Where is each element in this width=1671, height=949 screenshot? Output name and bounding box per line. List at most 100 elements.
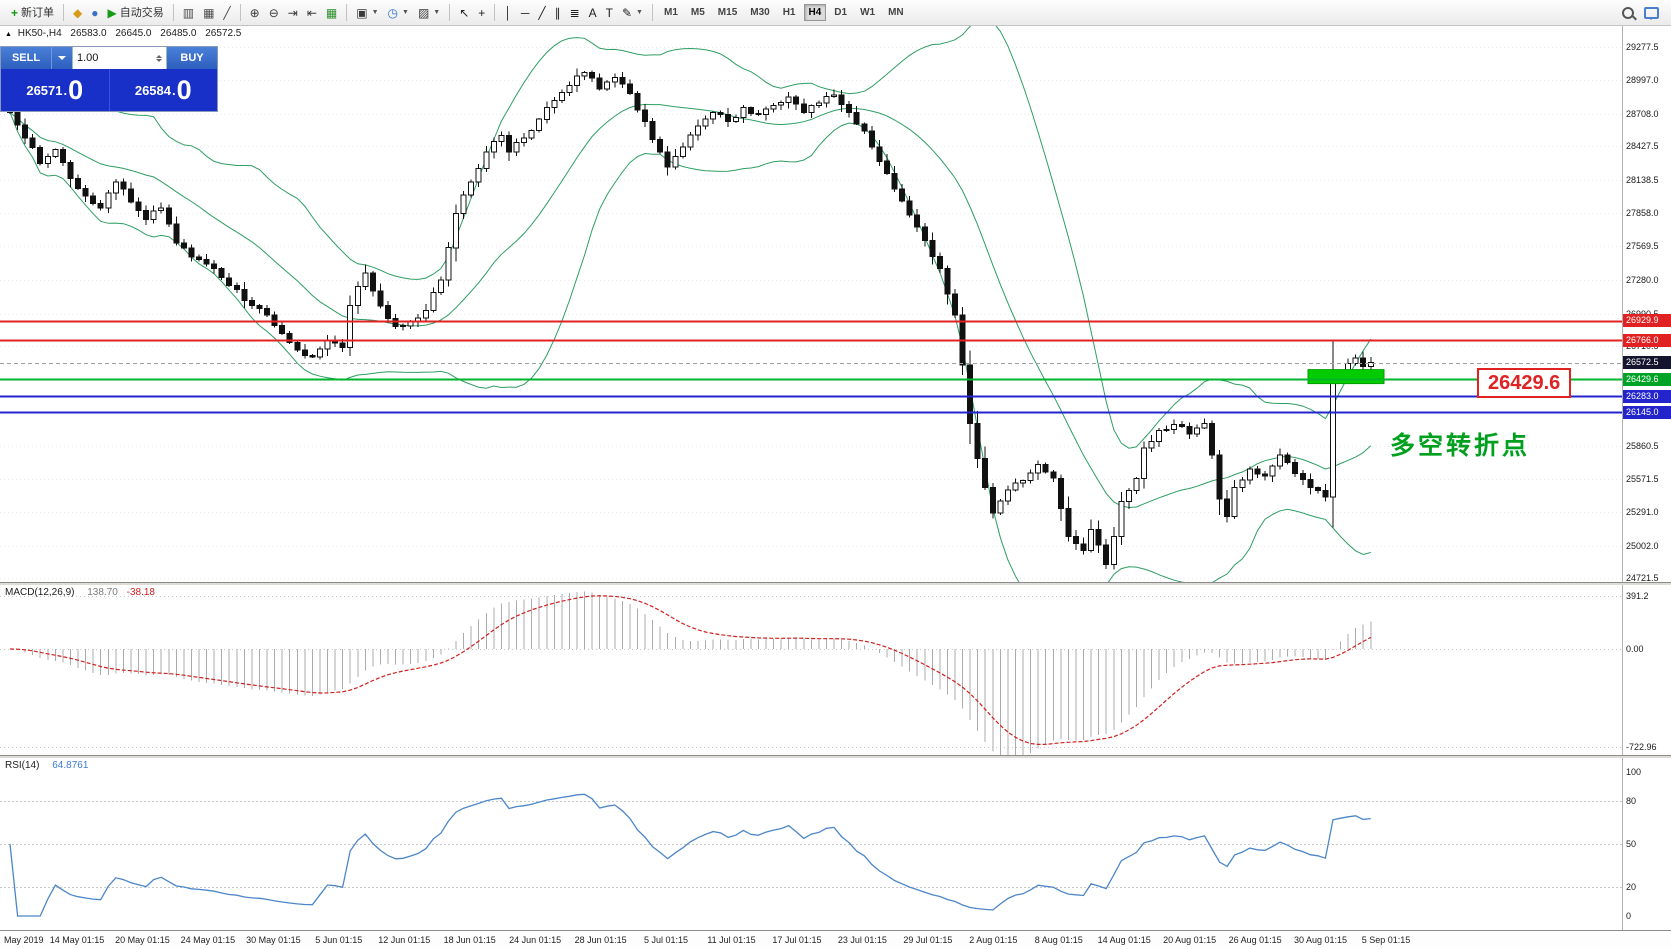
horizontal-line-icon: ─ — [520, 5, 530, 20]
templates-button[interactable]: ▨ ▼ — [414, 3, 444, 23]
timeframe-toolbar: M1 M5 M15 M30 H1 H4 D1 W1 MN — [655, 0, 913, 25]
macd-indicator-panel[interactable]: 391.2 0.00 -722.96 MACD(12,26,9) 138.70 -3… — [0, 585, 1671, 755]
price-axis[interactable]: 29277.5 28997.0 28708.0 28427.5 28138.5 27858… — [1622, 26, 1671, 582]
price-chart-panel[interactable]: 29277.5 28997.0 28708.0 28427.5 28138.5 27858… — [0, 26, 1671, 582]
sell-button[interactable]: SELL — [1, 47, 51, 69]
fibonacci-button[interactable]: ≣ — [566, 4, 584, 22]
auto-scroll-icon: ⇥ — [287, 5, 298, 20]
time-label: 17 Jul 01:15 — [772, 935, 822, 945]
macd-axis[interactable]: 391.2 0.00 -722.96 — [1622, 585, 1671, 755]
support-zone-highlight[interactable] — [1307, 369, 1385, 385]
price-callout[interactable]: 26429.6 — [1477, 368, 1572, 398]
periods-icon: ◷ — [387, 5, 399, 20]
text-button[interactable]: A — [585, 4, 601, 22]
periods-button[interactable]: ◷ ▼ — [384, 3, 413, 23]
buy-price-frac: 0 — [176, 74, 192, 105]
crosshair-button[interactable]: + — [474, 4, 489, 22]
channel-button[interactable]: ∥ — [551, 4, 565, 22]
time-label: 5 Jul 01:15 — [644, 935, 689, 945]
auto-trading-icon: ▶ — [107, 5, 117, 20]
shapes-icon: ✎ — [621, 5, 633, 20]
sell-price-int: 26571 — [26, 82, 63, 98]
time-label: 20 Aug 01:15 — [1163, 935, 1217, 945]
zoom-in-button[interactable]: ⊕ — [246, 4, 264, 22]
candlestick-chart-icon: ▦ — [203, 5, 215, 20]
time-label: 18 Jun 01:15 — [443, 935, 496, 945]
volume-input[interactable]: 1.00 — [72, 47, 167, 69]
sell-price-display[interactable]: 26571 . 0 — [1, 69, 109, 111]
grid-button[interactable]: ▦ — [322, 4, 341, 22]
time-label: 12 Jun 01:15 — [378, 935, 431, 945]
toolbar-group: ◆ ● ▶ 自动交易 — [66, 0, 171, 25]
price-tick-label: 28427.5 — [1626, 141, 1659, 152]
rsi-value: 64.8761 — [52, 760, 89, 771]
symbol-timeframe: HK50-,H4 — [17, 28, 62, 39]
auto-trading-button[interactable]: ▶ 自动交易 — [104, 3, 168, 23]
panel-splitter[interactable] — [0, 755, 1671, 758]
chart-shift-button[interactable]: ⇤ — [303, 4, 321, 22]
price-chart-plot[interactable] — [0, 26, 1623, 582]
timeframe-m30[interactable]: M30 — [750, 7, 770, 18]
symbols-icon[interactable]: ◆ — [69, 4, 86, 22]
price-tick-label: 27858.0 — [1626, 207, 1659, 218]
main-toolbar: + 新订单 ◆ ● ▶ 自动交易 ▥ ▦ ╱ ⊕ ⊖ ⇥ ⇤ ▦ ▣ ▼ ◷ ▼ ▨ ▼ ↖ + │ ─ ╱ ∥ ≣ A T ✎ ▼ M1 M5… — [0, 0, 1671, 26]
new-chart-button[interactable]: ▣ ▼ — [352, 3, 382, 23]
rsi-axis[interactable]: 100 80 50 20 0 — [1622, 758, 1671, 930]
price-tick-label: 28997.0 — [1626, 74, 1659, 85]
market-watch-icon-icon: ● — [91, 5, 99, 20]
time-label: 30 May 01:15 — [246, 935, 301, 945]
rsi-plot[interactable] — [0, 758, 1623, 930]
toolbar-group: ↖ + — [452, 0, 492, 25]
buy-price-display[interactable]: 26584 . 0 — [108, 69, 217, 111]
new-chart-icon: ▣ — [356, 5, 368, 20]
buy-button[interactable]: BUY — [167, 47, 217, 69]
rsi-tick-label: 0 — [1626, 911, 1632, 921]
bar-chart-button[interactable]: ▥ — [179, 4, 198, 22]
chevron-down-icon: ▼ — [636, 8, 643, 16]
time-axis[interactable]: May 2019 14 May 01:15 20 May 01:15 24 May 0… — [0, 930, 1671, 949]
macd-plot[interactable] — [0, 585, 1623, 755]
new-order-button[interactable]: + 新订单 — [7, 3, 58, 23]
community-icon[interactable] — [1644, 6, 1659, 20]
search-icon[interactable] — [1622, 6, 1634, 19]
vertical-line-button[interactable]: │ — [500, 4, 516, 22]
current-price-line-tag: 26572.5 — [1623, 356, 1671, 370]
timeframe-h1[interactable]: H1 — [782, 7, 796, 18]
time-label: 14 Aug 01:15 — [1097, 935, 1151, 945]
horizontal-line-button[interactable]: ─ — [517, 4, 534, 22]
time-label: 24 May 01:15 — [180, 935, 236, 945]
annotation-note[interactable]: 多空转折点 — [1390, 432, 1531, 460]
time-label: 5 Sep 01:15 — [1361, 935, 1411, 945]
price-tick-label: 25571.5 — [1626, 474, 1659, 485]
rsi-indicator-panel[interactable]: 100 80 50 20 0 RSI(14) 64.8761 — [0, 758, 1671, 930]
ohlc-high: 26645.0 — [115, 28, 152, 39]
cursor-button[interactable]: ↖ — [455, 4, 473, 22]
volume-stepper[interactable] — [156, 52, 162, 65]
timeframe-mn[interactable]: MN — [888, 7, 904, 18]
sell-price-dot: . — [63, 82, 68, 98]
symbols-icon-icon: ◆ — [73, 5, 83, 20]
timeframe-d1[interactable]: D1 — [834, 7, 848, 18]
label-button[interactable]: T — [602, 4, 617, 22]
panel-splitter[interactable] — [0, 582, 1671, 585]
timeframe-m5[interactable]: M5 — [690, 7, 705, 18]
zoom-out-button[interactable]: ⊖ — [265, 4, 283, 22]
macd-tick-label: 0.00 — [1626, 644, 1644, 654]
shapes-button[interactable]: ✎ ▼ — [618, 3, 647, 23]
line-chart-button[interactable]: ╱ — [219, 4, 234, 22]
time-label: 20 May 01:15 — [115, 935, 170, 945]
timeframe-h4[interactable]: H4 — [803, 4, 827, 21]
candlestick-chart-button[interactable]: ▦ — [199, 4, 218, 22]
text-icon: A — [588, 5, 597, 20]
price-tick-label: 29277.5 — [1626, 42, 1659, 53]
timeframe-m15[interactable]: M15 — [717, 7, 738, 18]
order-mode-dropdown[interactable] — [51, 47, 72, 69]
timeframe-m1[interactable]: M1 — [663, 7, 678, 18]
macd-name: MACD(12,26,9) — [5, 587, 75, 598]
market-watch-icon[interactable]: ● — [87, 4, 102, 22]
auto-scroll-button[interactable]: ⇥ — [284, 4, 302, 22]
timeframe-w1[interactable]: W1 — [860, 7, 876, 18]
trendline-button[interactable]: ╱ — [534, 4, 549, 22]
toolbar-group: │ ─ ╱ ∥ ≣ A T ✎ ▼ — [497, 0, 650, 25]
toolbar-separator — [346, 4, 348, 21]
